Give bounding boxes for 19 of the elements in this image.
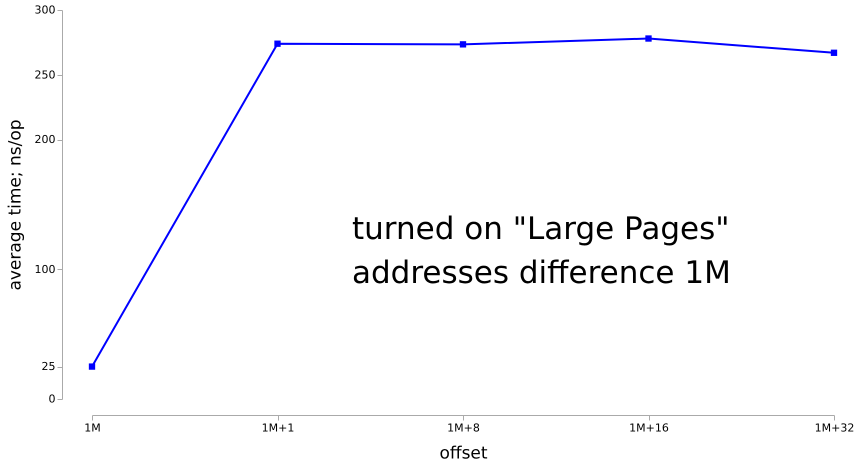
point xyxy=(830,50,838,56)
point xyxy=(645,35,652,42)
x-tick-label: 1M+16 xyxy=(629,422,669,434)
point xyxy=(460,41,466,48)
y-tick-label: 200 xyxy=(34,133,56,146)
y-tick-label: 0 xyxy=(48,392,56,406)
x-axis-title: offset xyxy=(439,444,488,463)
y-tick-label: 250 xyxy=(34,68,56,82)
x-tick-label: 1M+1 xyxy=(262,422,294,434)
point xyxy=(88,363,96,370)
y-axis-title: average time; ns/op xyxy=(6,119,26,291)
x-tick-label: 1M+32 xyxy=(814,422,854,434)
x-tick-label: 1M xyxy=(84,422,101,434)
y-tick-label: 100 xyxy=(34,262,56,276)
point xyxy=(274,40,281,47)
y-tick-label: 300 xyxy=(34,4,56,16)
annotation: turned on "Large Pages" addresses difference 1M xyxy=(352,211,731,291)
x-tick-label: 1M+8 xyxy=(447,422,480,434)
y-tick-label: 25 xyxy=(42,360,56,374)
